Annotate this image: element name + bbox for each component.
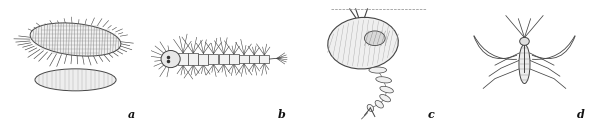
Ellipse shape bbox=[369, 67, 386, 73]
Ellipse shape bbox=[35, 69, 116, 91]
Ellipse shape bbox=[161, 51, 180, 68]
Bar bbox=[218, 54, 229, 64]
Ellipse shape bbox=[30, 23, 121, 56]
Ellipse shape bbox=[376, 77, 392, 83]
Text: a: a bbox=[128, 109, 135, 120]
FancyArrowPatch shape bbox=[532, 36, 575, 59]
Ellipse shape bbox=[367, 104, 374, 111]
Bar bbox=[208, 54, 218, 64]
Ellipse shape bbox=[380, 86, 394, 93]
Bar bbox=[249, 55, 259, 63]
Bar bbox=[178, 53, 188, 65]
Bar bbox=[199, 54, 208, 65]
Bar bbox=[239, 55, 249, 63]
FancyArrowPatch shape bbox=[474, 36, 517, 59]
Bar bbox=[259, 55, 269, 63]
Text: c: c bbox=[427, 109, 434, 120]
Text: b: b bbox=[277, 109, 285, 120]
Bar bbox=[188, 53, 198, 65]
Ellipse shape bbox=[520, 37, 529, 45]
Bar bbox=[229, 54, 239, 64]
Ellipse shape bbox=[328, 17, 398, 69]
Ellipse shape bbox=[380, 94, 391, 102]
Ellipse shape bbox=[365, 31, 385, 46]
FancyArrowPatch shape bbox=[474, 36, 517, 59]
Text: d: d bbox=[577, 109, 584, 120]
Ellipse shape bbox=[519, 44, 530, 84]
FancyArrowPatch shape bbox=[532, 36, 575, 59]
Ellipse shape bbox=[375, 100, 383, 108]
